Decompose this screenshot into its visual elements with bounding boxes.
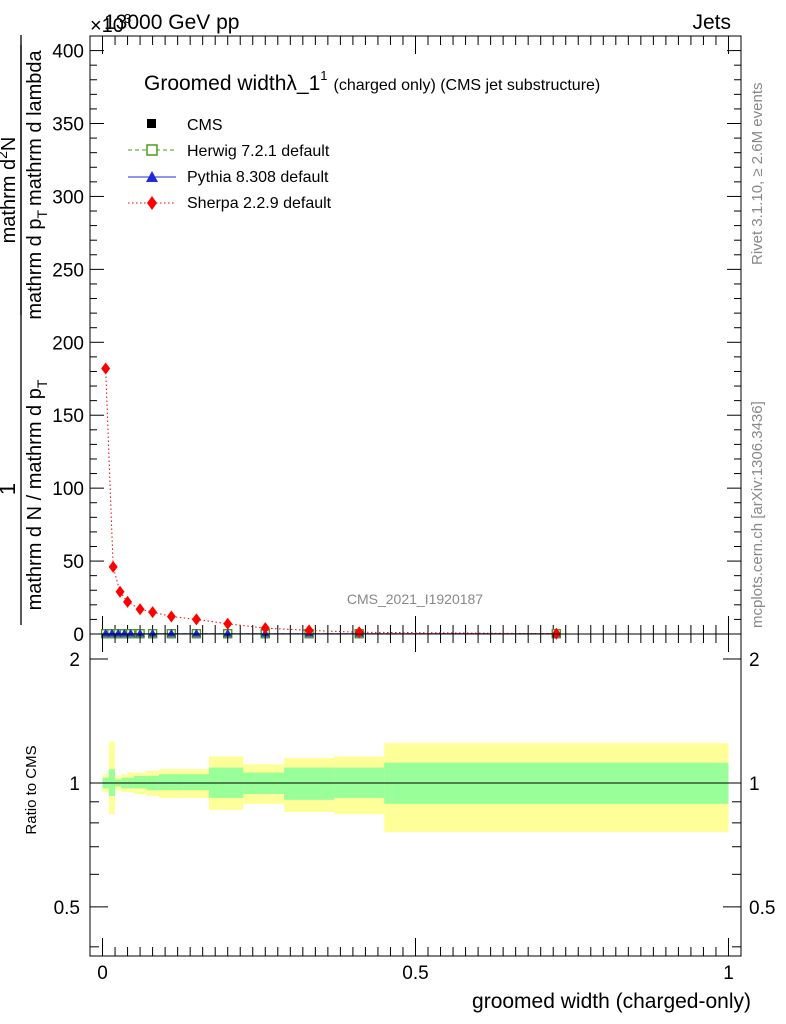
y-tick-label: 350	[52, 115, 84, 136]
y-tick-label: 300	[52, 187, 84, 208]
y-tick-label: 150	[52, 406, 84, 427]
x-tick-label: 1	[723, 963, 734, 984]
y-tick-label: 400	[52, 42, 84, 63]
y-tick-label: 100	[52, 479, 84, 500]
data-point-sherpa	[101, 362, 111, 375]
analysis-id-label: CMS_2021_I1920187	[347, 591, 483, 607]
data-point-pythia	[107, 628, 117, 637]
ylabel-one: 1	[0, 483, 20, 495]
rivet-label: Rivet 3.1.10, ≥ 2.6M events	[749, 83, 766, 266]
data-point-pythia	[101, 628, 111, 637]
exponent-label: ×103	[90, 11, 131, 37]
data-point-sherpa	[354, 626, 364, 639]
data-point-pythia	[148, 628, 158, 637]
energy-label: 13000 GeV pp	[104, 11, 239, 34]
ratio-bands-layer	[102, 741, 729, 833]
ratio-y-tick-labels: 0.5 0.5 1 1 2 2	[54, 650, 776, 919]
legend-cms-label: CMS	[187, 117, 223, 134]
legend-herwig-label: Herwig 7.2.1 default	[187, 143, 330, 160]
data-point-pythia	[191, 628, 201, 637]
legend-sherpa-label: Sherpa 2.2.9 default	[187, 195, 332, 212]
y-tick-label: 0	[73, 625, 84, 646]
data-point-pythia	[166, 628, 176, 637]
data-point-sherpa	[260, 622, 270, 635]
main-y-axis-label: 1 mathrm d N / mathrm d pT mathrm d2N ma…	[0, 35, 50, 625]
data-point-sherpa	[191, 613, 201, 626]
ylabel-bottom-fraction: mathrm d pTmathrm d lambda	[24, 49, 50, 319]
data-point-sherpa	[135, 603, 145, 616]
ratio-y-tick-label-right: 2	[749, 650, 760, 671]
data-point-sherpa	[108, 560, 118, 573]
data-point-pythia	[126, 628, 136, 637]
main-axis-ticks	[90, 35, 741, 635]
x-tick-labels: 0 0.5 1	[97, 963, 734, 984]
data-point-pythia	[119, 628, 129, 637]
legend-pythia-label: Pythia 8.308 default	[187, 169, 329, 186]
data-point-sherpa	[148, 606, 158, 619]
main-series-layer	[100, 362, 561, 640]
main-y-tick-labels: 0 50 100 150 200 250 300 350 400	[52, 42, 84, 646]
process-label: Jets	[692, 11, 731, 34]
data-point-pythia	[135, 628, 145, 637]
data-point-sherpa	[166, 610, 176, 623]
ratio-y-tick-label-right: 1	[749, 774, 760, 795]
ratio-y-axis-label: Ratio to CMS	[23, 745, 40, 834]
ratio-y-tick-label-left: 0.5	[54, 898, 80, 919]
legend-pythia-marker	[146, 171, 158, 182]
ratio-band-inner	[158, 774, 184, 791]
ylabel-left-fraction: mathrm d N / mathrm d pT	[24, 379, 50, 610]
data-point-pythia	[223, 628, 233, 637]
y-tick-label: 200	[52, 333, 84, 354]
ratio-band-inner	[183, 774, 209, 791]
mcplots-label: mcplots.cern.ch [arXiv:1306.3436]	[749, 401, 766, 628]
series-line-3	[105, 368, 557, 635]
x-tick-label: 0	[97, 963, 108, 984]
chart-title: Groomed widthλ_11(charged only) (CMS jet…	[144, 68, 600, 95]
ylabel-top-fraction: mathrm d2N	[0, 137, 20, 244]
ratio-y-tick-label-right: 0.5	[749, 898, 775, 919]
data-point-pythia	[113, 628, 123, 637]
legend-sherpa-marker	[147, 196, 157, 210]
ratio-band-inner	[133, 775, 147, 789]
legend-cms-marker	[147, 119, 156, 128]
data-point-sherpa	[123, 595, 133, 608]
legend-herwig-marker	[146, 144, 158, 156]
y-tick-label: 250	[52, 260, 84, 281]
y-tick-label: 50	[63, 552, 84, 573]
data-point-sherpa	[115, 585, 125, 598]
ratio-axis-ticks	[90, 634, 741, 956]
x-axis-label: groomed width (charged-only)	[472, 990, 751, 1013]
ratio-y-tick-label-left: 1	[69, 774, 80, 795]
data-point-sherpa	[223, 617, 233, 630]
legend: CMS Herwig 7.2.1 default Pythia 8.308 de…	[128, 117, 332, 212]
ratio-band-inner	[284, 767, 335, 800]
data-point-sherpa	[304, 624, 314, 637]
ratio-y-tick-label-left: 2	[69, 650, 80, 671]
x-tick-label: 0.5	[402, 963, 428, 984]
